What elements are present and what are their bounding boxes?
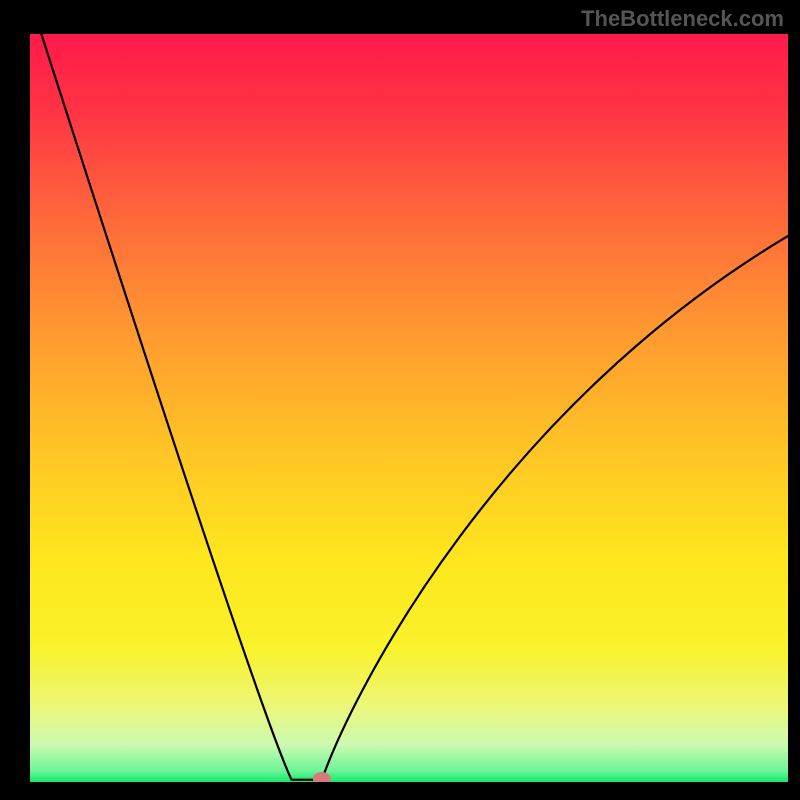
watermark-text: TheBottleneck.com (581, 6, 784, 32)
optimum-marker (313, 772, 331, 782)
figure-container: TheBottleneck.com (0, 0, 800, 800)
curve-layer (30, 34, 788, 782)
plot-area (30, 34, 788, 782)
bottleneck-curve (41, 34, 788, 780)
